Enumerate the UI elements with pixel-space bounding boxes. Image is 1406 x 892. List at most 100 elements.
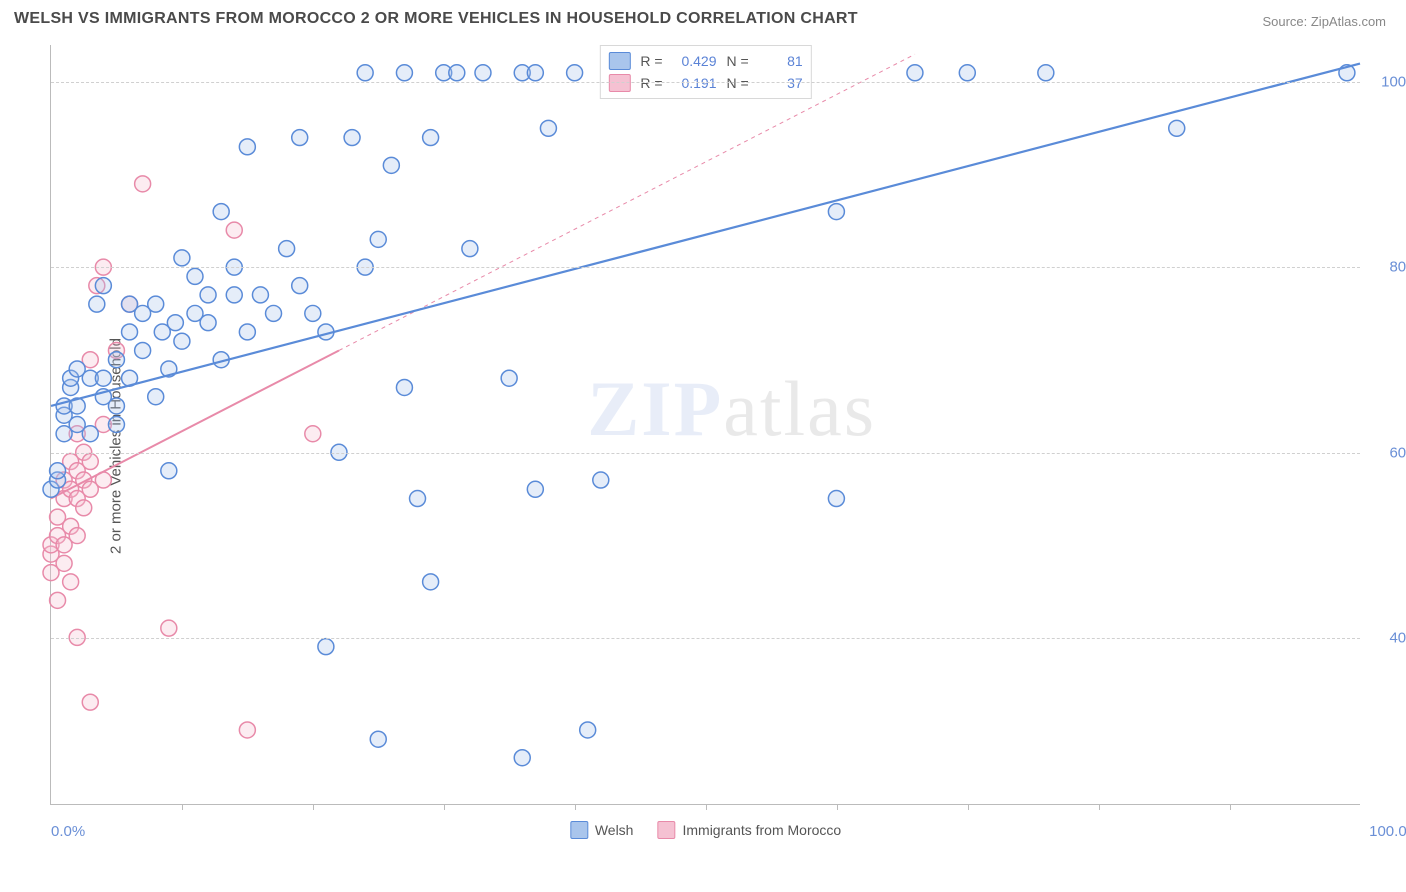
y-tick-label: 40.0% <box>1389 630 1406 647</box>
data-point <box>318 639 334 655</box>
data-point <box>82 426 98 442</box>
n-label: N = <box>727 53 749 69</box>
data-point <box>108 352 124 368</box>
data-point <box>580 722 596 738</box>
data-point <box>161 463 177 479</box>
data-point <box>266 305 282 321</box>
data-point <box>1038 65 1054 81</box>
data-point <box>959 65 975 81</box>
data-point <box>135 176 151 192</box>
x-tick <box>575 804 576 810</box>
data-point <box>828 204 844 220</box>
x-tick <box>837 804 838 810</box>
x-tick <box>1230 804 1231 810</box>
data-point <box>279 241 295 257</box>
data-point <box>305 305 321 321</box>
data-point <box>462 241 478 257</box>
data-point <box>383 157 399 173</box>
y-tick-label: 100.0% <box>1381 74 1406 91</box>
data-point <box>82 454 98 470</box>
legend-label-welsh: Welsh <box>595 822 634 838</box>
trend-line <box>51 64 1360 406</box>
data-point <box>527 65 543 81</box>
data-point <box>514 750 530 766</box>
legend-series: Welsh Immigrants from Morocco <box>570 821 841 839</box>
data-point <box>501 370 517 386</box>
plot-area: ZIPatlas R = 0.429 N = 81 R = 0.191 N = … <box>50 45 1360 805</box>
data-point <box>1169 120 1185 136</box>
data-point <box>370 231 386 247</box>
legend-correlation-box: R = 0.429 N = 81 R = 0.191 N = 37 <box>599 45 811 99</box>
data-point <box>344 130 360 146</box>
data-point <box>161 620 177 636</box>
chart-container: WELSH VS IMMIGRANTS FROM MOROCCO 2 OR MO… <box>0 0 1406 892</box>
data-point <box>357 65 373 81</box>
legend-label-morocco: Immigrants from Morocco <box>682 822 841 838</box>
n-value-welsh: 81 <box>759 53 803 69</box>
legend-swatch-welsh-bottom <box>570 821 588 839</box>
data-point <box>89 296 105 312</box>
data-point <box>423 130 439 146</box>
legend-row-welsh: R = 0.429 N = 81 <box>608 50 802 72</box>
data-point <box>69 528 85 544</box>
x-tick <box>313 804 314 810</box>
data-point <box>292 278 308 294</box>
legend-swatch-welsh <box>608 52 630 70</box>
x-tick <box>1099 804 1100 810</box>
gridline-horizontal <box>51 638 1360 639</box>
data-point <box>50 592 66 608</box>
data-point <box>213 204 229 220</box>
data-point <box>907 65 923 81</box>
data-point <box>76 500 92 516</box>
data-point <box>200 287 216 303</box>
data-point <box>174 250 190 266</box>
data-point <box>95 278 111 294</box>
data-point <box>148 296 164 312</box>
data-point <box>292 130 308 146</box>
data-point <box>396 379 412 395</box>
data-point <box>148 389 164 405</box>
data-point <box>226 287 242 303</box>
data-point <box>226 222 242 238</box>
data-point <box>82 694 98 710</box>
gridline-horizontal <box>51 267 1360 268</box>
data-point <box>239 722 255 738</box>
data-point <box>540 120 556 136</box>
data-point <box>56 555 72 571</box>
data-point <box>122 324 138 340</box>
x-tick-label-min: 0.0% <box>51 823 85 840</box>
x-tick <box>706 804 707 810</box>
data-point <box>108 398 124 414</box>
data-point <box>239 139 255 155</box>
y-tick-label: 60.0% <box>1389 444 1406 461</box>
data-point <box>167 315 183 331</box>
data-point <box>828 491 844 507</box>
data-point <box>527 481 543 497</box>
data-point <box>396 65 412 81</box>
x-tick <box>444 804 445 810</box>
x-tick <box>182 804 183 810</box>
data-point <box>239 324 255 340</box>
data-point <box>174 333 190 349</box>
x-tick <box>968 804 969 810</box>
data-point <box>567 65 583 81</box>
chart-title: WELSH VS IMMIGRANTS FROM MOROCCO 2 OR MO… <box>14 10 858 28</box>
y-tick-label: 80.0% <box>1389 259 1406 276</box>
data-point <box>593 472 609 488</box>
legend-swatch-morocco-bottom <box>657 821 675 839</box>
r-value-welsh: 0.429 <box>673 53 717 69</box>
data-point <box>252 287 268 303</box>
data-point <box>305 426 321 442</box>
gridline-horizontal <box>51 82 1360 83</box>
data-point <box>370 731 386 747</box>
data-point <box>423 574 439 590</box>
data-point <box>135 342 151 358</box>
legend-item-welsh: Welsh <box>570 821 634 839</box>
data-point <box>187 268 203 284</box>
gridline-horizontal <box>51 453 1360 454</box>
data-point <box>449 65 465 81</box>
data-point <box>200 315 216 331</box>
data-point <box>50 463 66 479</box>
x-tick-label-max: 100.0% <box>1369 823 1406 840</box>
source-attribution: Source: ZipAtlas.com <box>1262 14 1386 29</box>
